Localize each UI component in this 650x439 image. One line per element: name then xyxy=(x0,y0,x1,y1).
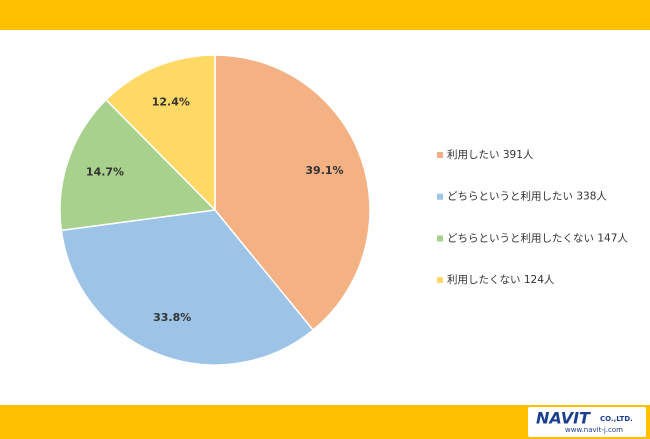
slice xyxy=(214,54,371,332)
legend-label: どちらというと利用したい 338人 xyxy=(447,191,607,203)
legend-label: 利用したい 391人 xyxy=(447,149,534,161)
company: CO.,LTD. xyxy=(600,415,633,423)
legend-swatch xyxy=(437,235,443,242)
slice-label: 39.1% xyxy=(305,164,343,177)
slice-label: 14.7% xyxy=(86,165,124,178)
slice-label: 33.8% xyxy=(153,311,191,324)
url: www.navit-j.com xyxy=(565,426,623,434)
slice-label: 12.4% xyxy=(152,95,190,108)
top-band xyxy=(0,0,650,30)
legend-swatch xyxy=(437,193,443,200)
legend-swatch xyxy=(437,152,443,158)
logo-box xyxy=(528,407,646,437)
legend-label: どちらというと利用したくない 147人 xyxy=(447,232,628,244)
slice xyxy=(105,54,216,212)
legend-label: 利用したくない 124人 xyxy=(447,274,555,286)
logo: NAVIT xyxy=(536,409,591,428)
slice xyxy=(59,98,217,232)
legend-swatch xyxy=(437,277,443,284)
slice xyxy=(60,209,315,366)
